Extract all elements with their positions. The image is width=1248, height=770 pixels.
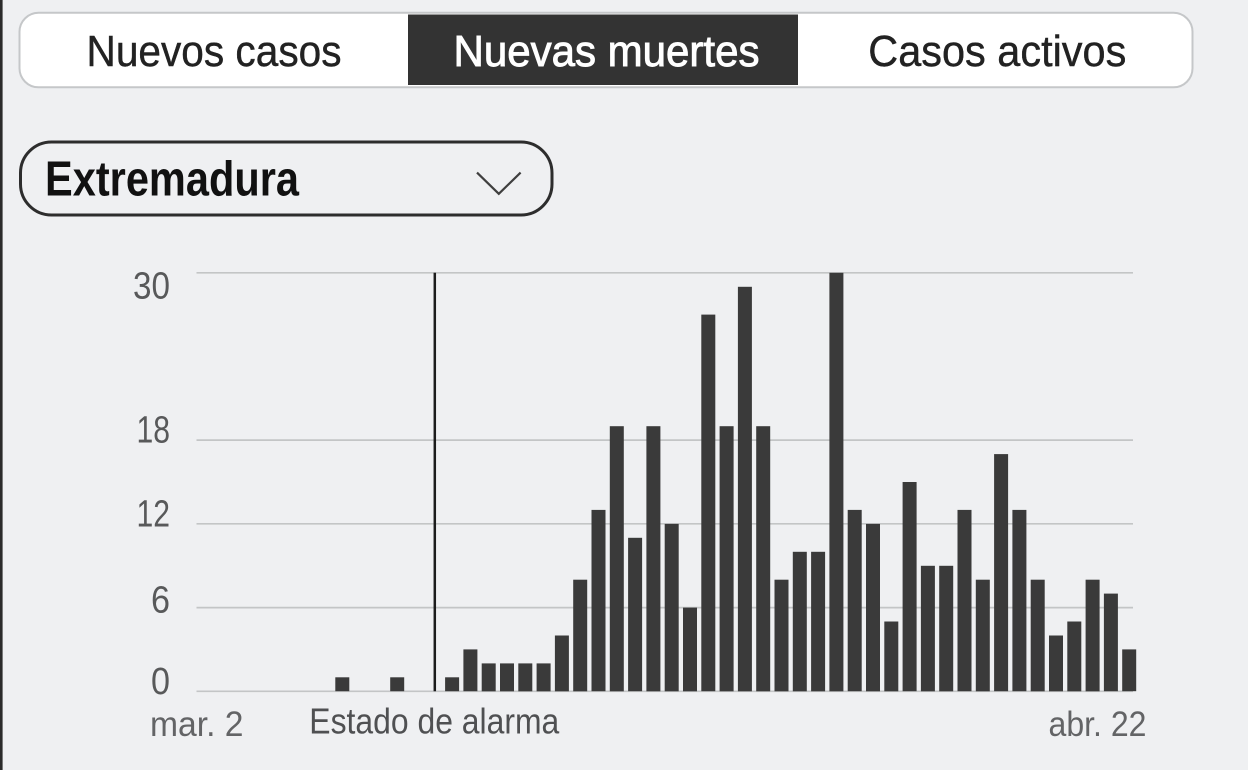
svg-text:18: 18	[137, 410, 171, 452]
svg-text:Extremadura: Extremadura	[45, 153, 300, 207]
svg-text:6: 6	[151, 580, 170, 622]
svg-text:Nuevos casos: Nuevos casos	[87, 28, 342, 76]
svg-text:Nuevas muertes: Nuevas muertes	[454, 28, 760, 76]
svg-text:12: 12	[137, 494, 171, 536]
svg-text:abr. 22: abr. 22	[1049, 705, 1147, 744]
svg-text:mar. 2: mar. 2	[150, 705, 244, 744]
svg-text:Estado de alarma: Estado de alarma	[309, 701, 560, 742]
svg-text:30: 30	[133, 266, 170, 308]
svg-text:0: 0	[151, 661, 170, 703]
svg-text:Casos activos: Casos activos	[868, 28, 1126, 76]
